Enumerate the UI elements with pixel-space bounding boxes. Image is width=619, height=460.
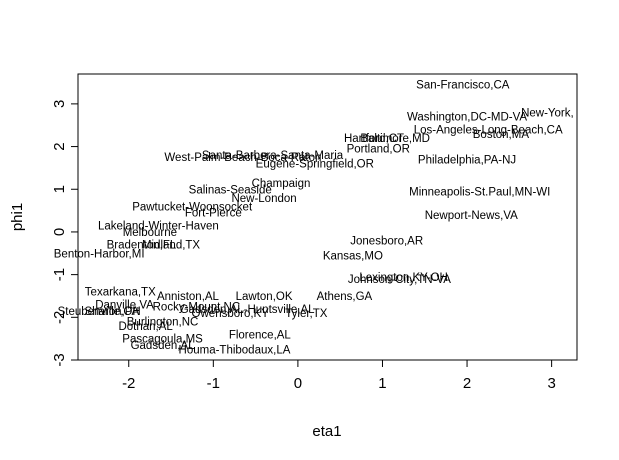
point-label: Lexington,KY-OH [359,272,447,284]
y-tick-label: 0 [51,228,68,236]
point-label: Lakeland-Winter-Haven [98,221,219,233]
point-label: Steubenville,OH [58,306,141,318]
y-axis: -3 -2 -1 0 1 2 3 [51,100,79,367]
point-label: Tyler,TX [285,308,328,320]
point-label: Kansas,MO [323,250,383,262]
y-tick-label: 2 [51,142,68,150]
point-label: Sharon,PA [84,306,139,318]
point-label: Hartford,CT [344,133,404,145]
x-tick-label: -1 [207,375,220,392]
x-tick-label: 1 [378,375,386,392]
point-label: Boston,MA [473,129,530,141]
point-labels: San-Francisco,CA Washington,DC-MD-VANew-Y… [54,80,574,357]
point-label: Melbourne [123,227,177,239]
point-label: Pawtucket-Woonsocket [132,201,253,213]
point-label: Owensboro,KY [192,308,270,320]
point-label: Eugene-Springfield,OR [256,159,374,171]
x-tick-label: 0 [294,375,302,392]
point-label: Salinas-Seaside [189,184,272,196]
y-tick-label: 3 [51,100,68,108]
y-tick-label: -3 [51,353,68,366]
point-label: Midland,TX [142,240,200,252]
point-label: Champaign [252,178,311,190]
point-label: Athens,GA [317,291,373,303]
point-label: Bradenton,FL [107,240,177,252]
point-label: Washington,DC-MD-VA [407,112,527,124]
x-tick-label: 2 [463,375,471,392]
point-label: Rocky-Mount,NC [153,302,241,314]
point-label: Jonesboro,AR [350,235,423,247]
y-tick-label: 1 [51,185,68,193]
x-axis-title: eta1 [312,423,341,440]
point-label: Houma-Thibodaux,LA [179,344,291,356]
point-label: Lawton,OK [236,291,293,303]
point-label: Pascagoula,MS [122,334,203,346]
point-label: Minneapolis-St.Paul,MN-WI [409,186,550,198]
point-label: Anniston,AL [157,291,220,303]
x-axis: -2 -1 0 1 2 3 [122,359,556,392]
y-axis-title: phi1 [9,203,26,231]
point-label: Gadsden,AL [131,340,196,352]
point-label: New-York, [521,107,574,119]
point-label: Baltimore,MD [360,133,430,145]
point-label: Gadsden,AL-Huntsville,AL [180,304,315,316]
point-label: San-Francisco,CA [416,80,510,92]
point-label: West-Palm-Beach-Boca-Raton [164,152,321,164]
point-label: Dothan,AL [118,321,173,333]
point-label: Santa-Barbera-Santa-Maria [202,150,344,162]
point-label: Johnson-City,TN-VA [348,274,451,286]
point-label: New-London [231,193,296,205]
point-label: Newport-News,VA [425,210,518,222]
point-label: Portland,OR [347,144,410,156]
x-tick-label: -2 [122,375,135,392]
point-label: Fort-Pierce [185,208,242,220]
point-label: Danville,VA [95,300,154,312]
point-label: Los-Angeles-Long-Beach,CA [414,124,563,136]
point-label: Benton-Harbor,MI [54,248,145,260]
point-label: Texarkana,TX [85,287,156,299]
point-label: Burlington,NC [127,317,199,329]
x-tick-label: 3 [547,375,555,392]
point-label: Florence,AL [229,329,292,341]
y-tick-label: -1 [51,268,68,281]
point-label: Philadelphia,PA-NJ [418,154,516,166]
y-tick-label: -2 [51,311,68,324]
